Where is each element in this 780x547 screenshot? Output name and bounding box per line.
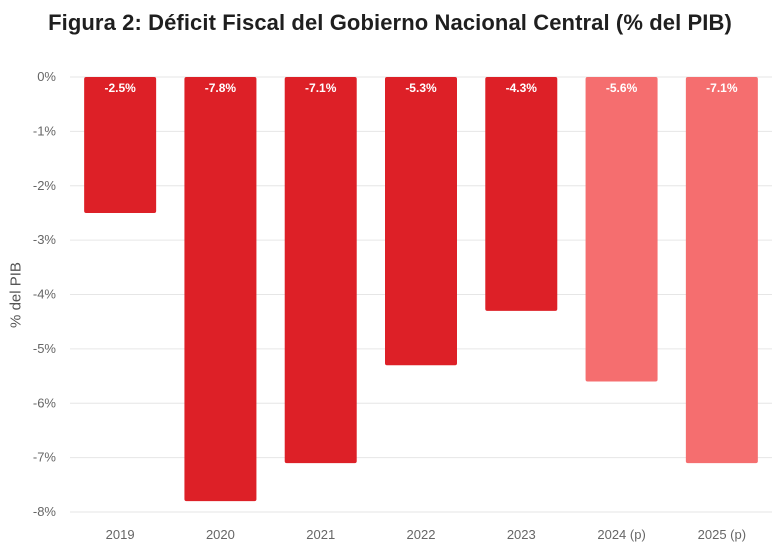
- bar-data-label: -7.1%: [706, 81, 738, 95]
- bar: [585, 77, 658, 382]
- bar: [84, 77, 157, 213]
- bar-data-label: -5.6%: [606, 81, 638, 95]
- x-tick-label: 2023: [507, 527, 536, 542]
- x-tick-label: 2022: [407, 527, 436, 542]
- bar-data-label: -4.3%: [506, 81, 538, 95]
- y-tick-label: -5%: [33, 341, 57, 356]
- bar-data-label: -2.5%: [104, 81, 136, 95]
- y-tick-label: -4%: [33, 287, 57, 302]
- y-tick-label: -1%: [33, 123, 57, 138]
- y-tick-label: -8%: [33, 504, 57, 519]
- chart-title: Figura 2: Déficit Fiscal del Gobierno Na…: [48, 10, 732, 35]
- bar: [485, 77, 558, 311]
- bar: [685, 77, 758, 464]
- bar-data-label: -7.8%: [205, 81, 237, 95]
- x-tick-label: 2020: [206, 527, 235, 542]
- y-tick-label: 0%: [37, 69, 56, 84]
- x-tick-label: 2024 (p): [597, 527, 645, 542]
- bar-data-label: -5.3%: [405, 81, 437, 95]
- bar: [284, 77, 357, 464]
- x-tick-label: 2025 (p): [698, 527, 746, 542]
- y-tick-label: -3%: [33, 232, 57, 247]
- x-tick-label: 2019: [106, 527, 135, 542]
- x-tick-label: 2021: [306, 527, 335, 542]
- y-tick-label: -2%: [33, 178, 57, 193]
- bar: [385, 77, 457, 366]
- y-tick-label: -7%: [33, 450, 57, 465]
- bar-data-label: -7.1%: [305, 81, 337, 95]
- bar: [184, 77, 257, 502]
- y-tick-label: -6%: [33, 395, 57, 410]
